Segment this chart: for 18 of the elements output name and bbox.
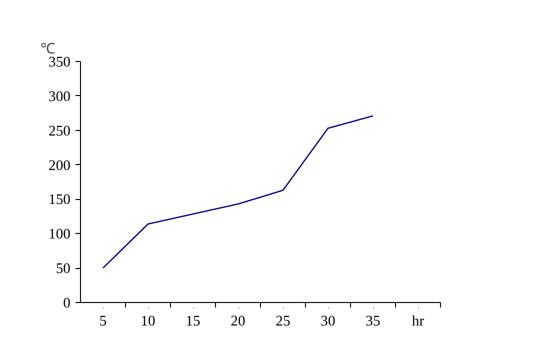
y-tick-label: 250 [48, 123, 70, 140]
y-tick-label: 50 [56, 261, 70, 278]
line-series [102, 115, 374, 269]
x-tick-label: 25 [276, 314, 290, 330]
x-axis-title: hr [412, 314, 424, 330]
x-tick-label: 35 [366, 314, 380, 330]
x-tick-label: 5 [99, 314, 107, 330]
x-tick-label: 20 [230, 314, 246, 330]
y-tick-label: 200 [48, 158, 70, 174]
x-tick-label: 10 [140, 314, 156, 330]
y-tick-label: 100 [48, 226, 70, 243]
y-axis-title: ℃ [40, 42, 56, 58]
y-tick-label: 350 [48, 54, 70, 70]
y-tick-label: 300 [48, 88, 70, 105]
y-tick-label: 0 [63, 296, 70, 312]
x-tick-label: 15 [186, 314, 200, 330]
x-tick-label: 30 [320, 314, 336, 330]
y-tick-label: 150 [48, 192, 70, 208]
